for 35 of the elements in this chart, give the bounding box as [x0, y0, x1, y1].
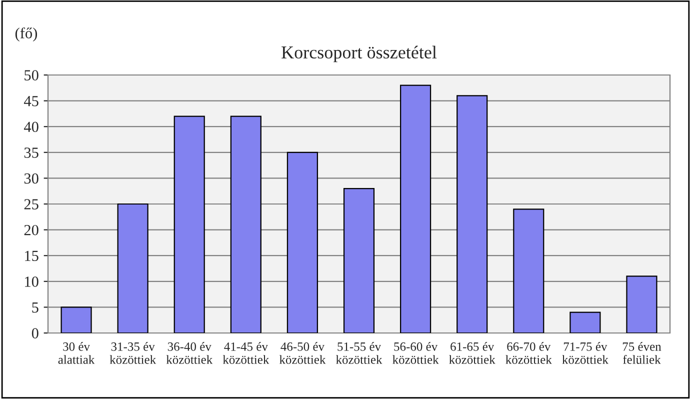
y-tick-label: 20	[24, 224, 38, 236]
y-tick-label: 45	[24, 96, 38, 106]
chart-title: Korcsoport összetétel	[282, 46, 437, 62]
y-tick-label: 10	[25, 276, 38, 287]
x-tick-label: 41-45 év közöttiek	[222, 342, 270, 364]
x-tick-label: 46-50 év közöttiek	[279, 342, 326, 364]
y-tick-label: 15	[25, 250, 38, 262]
x-tick-label: 51-55 év közöttiek	[336, 342, 382, 364]
x-tick-label: 61-65 év közöttiek	[449, 342, 496, 364]
y-tick-label: 35	[24, 148, 38, 158]
bar	[400, 84, 432, 333]
y-tick-label: 5	[32, 302, 38, 313]
bar	[343, 188, 375, 333]
y-tick-label: 25	[24, 199, 38, 210]
y-tick-label: 40	[24, 122, 38, 132]
bar	[456, 95, 488, 333]
y-tick-label: 50	[24, 70, 38, 80]
bar	[513, 208, 544, 333]
bar	[174, 116, 205, 333]
y-tick-label: 30	[24, 173, 38, 184]
y-tick-label: 0	[32, 328, 38, 338]
x-tick-label: 56-60 év közöttiek	[392, 342, 439, 364]
x-tick-label: 71-75 év közöttiek	[562, 342, 608, 364]
x-tick-label: 66-70 év közöttiek	[506, 342, 552, 364]
bar	[117, 203, 148, 333]
bar	[570, 312, 601, 333]
bar	[626, 276, 658, 333]
bar	[286, 152, 318, 333]
bar	[60, 306, 92, 333]
x-tick-label: 30 év alattiak	[58, 342, 95, 364]
x-tick-label: 31-35 év közöttiek	[110, 342, 156, 364]
y-axis-title: (fő)	[15, 27, 38, 42]
bar	[230, 116, 262, 333]
x-tick-label: 36-40 év közöttiek	[166, 342, 213, 364]
x-tick-label: 75 éven felüliek	[622, 342, 662, 364]
